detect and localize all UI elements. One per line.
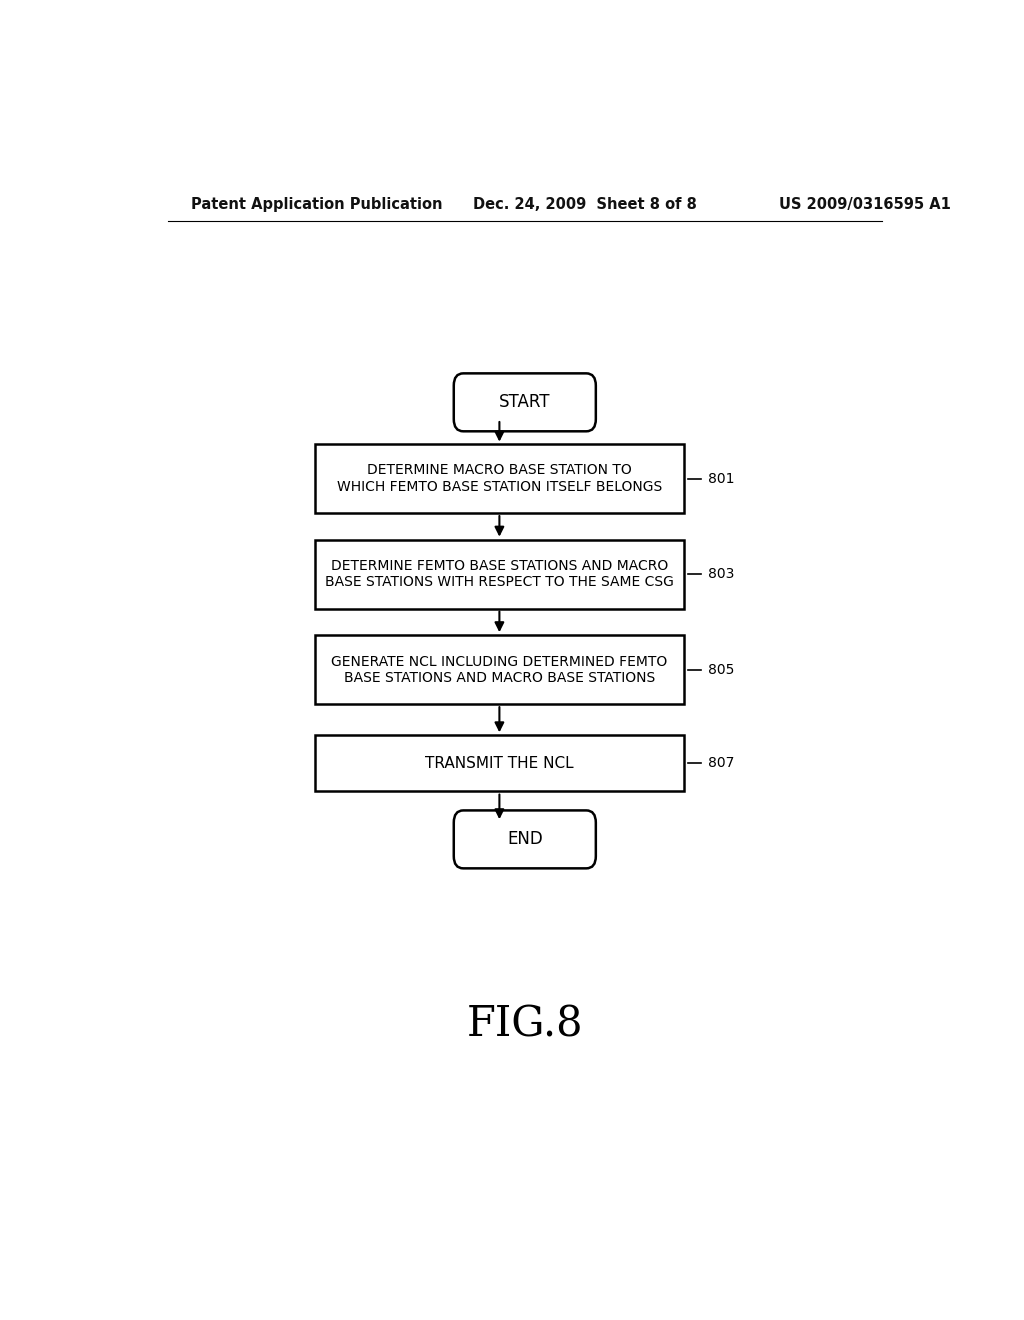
Text: 803: 803 [708, 568, 734, 581]
FancyBboxPatch shape [454, 374, 596, 432]
Text: 807: 807 [708, 756, 734, 770]
FancyBboxPatch shape [454, 810, 596, 869]
Text: 801: 801 [708, 471, 734, 486]
Bar [315, 540, 684, 609]
Bar [315, 735, 684, 791]
Text: START: START [499, 393, 551, 412]
Text: DETERMINE MACRO BASE STATION TO
WHICH FEMTO BASE STATION ITSELF BELONGS: DETERMINE MACRO BASE STATION TO WHICH FE… [337, 463, 663, 494]
Text: Patent Application Publication: Patent Application Publication [191, 197, 443, 211]
Text: TRANSMIT THE NCL: TRANSMIT THE NCL [425, 755, 573, 771]
Text: DETERMINE FEMTO BASE STATIONS AND MACRO
BASE STATIONS WITH RESPECT TO THE SAME C: DETERMINE FEMTO BASE STATIONS AND MACRO … [325, 558, 674, 589]
Text: Dec. 24, 2009  Sheet 8 of 8: Dec. 24, 2009 Sheet 8 of 8 [473, 197, 697, 211]
Text: END: END [507, 830, 543, 849]
Bar [315, 635, 684, 704]
Text: GENERATE NCL INCLUDING DETERMINED FEMTO
BASE STATIONS AND MACRO BASE STATIONS: GENERATE NCL INCLUDING DETERMINED FEMTO … [332, 655, 668, 685]
Text: 805: 805 [708, 663, 734, 677]
Text: FIG.8: FIG.8 [467, 1003, 583, 1045]
Bar [315, 444, 684, 513]
Text: US 2009/0316595 A1: US 2009/0316595 A1 [778, 197, 950, 211]
